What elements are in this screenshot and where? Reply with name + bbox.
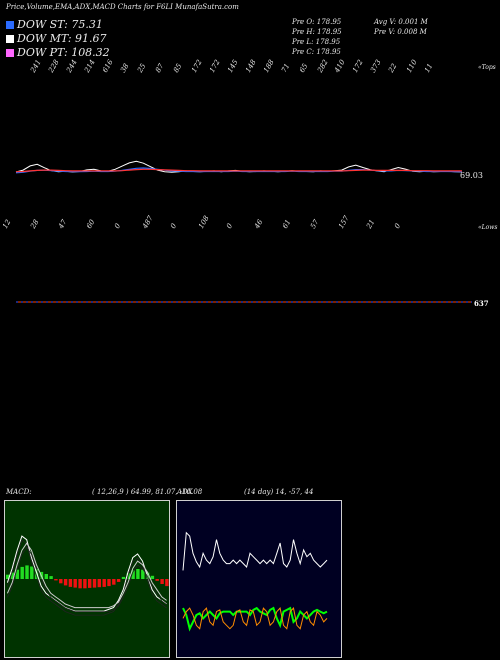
macd-label: MACD: bbox=[6, 488, 32, 496]
macd-bar-17 bbox=[88, 579, 92, 588]
macd-bar-0 bbox=[6, 574, 10, 579]
adx-series-0 bbox=[182, 531, 328, 571]
dow-pt-legend: DOW PT: 108.32 bbox=[6, 46, 110, 59]
prev-volume: Pre V: 0.008 M bbox=[374, 28, 427, 36]
macd-bar-23 bbox=[116, 579, 121, 582]
macd-bar-31 bbox=[155, 579, 159, 581]
macd-bar-20 bbox=[102, 579, 106, 587]
macd-bar-28 bbox=[141, 569, 145, 579]
prev-low: Pre L: 178.95 bbox=[292, 38, 341, 46]
adx-panel bbox=[176, 500, 342, 658]
macd-bar-15 bbox=[78, 579, 82, 589]
prev-open: Pre O: 178.95 bbox=[292, 18, 342, 26]
macd-bar-12 bbox=[63, 579, 68, 586]
tops-edge-label: «Tops bbox=[478, 64, 496, 71]
dow-st-legend: DOW ST: 75.31 bbox=[6, 18, 103, 31]
adx-label: ADX bbox=[177, 488, 193, 496]
chart-title: Price,Volume,EMA,ADX,MACD Charts for F6L… bbox=[6, 3, 239, 11]
macd-bar-24 bbox=[121, 576, 126, 579]
macd-bar-32 bbox=[160, 579, 164, 584]
adx-params: (14 day) 14, -57, 44 bbox=[244, 488, 314, 496]
dow-st-label: DOW ST: 75.31 bbox=[17, 18, 103, 31]
volume-label: 637 bbox=[474, 299, 489, 308]
dow-mt-legend: DOW MT: 91.67 bbox=[6, 32, 107, 45]
macd-bar-16 bbox=[83, 579, 87, 589]
adx-series-1 bbox=[182, 606, 328, 632]
macd-signal_line-shadow bbox=[7, 546, 167, 612]
macd-params: ( 12,26,9 ) 64.99, 81.07, -16.08 bbox=[92, 488, 203, 496]
macd-bar-27 bbox=[136, 569, 140, 579]
macd-macd_line-shadow bbox=[7, 539, 167, 616]
macd-bar-14 bbox=[73, 579, 77, 588]
price-series-2 bbox=[15, 168, 462, 173]
macd-panel bbox=[4, 500, 170, 658]
macd-svg bbox=[6, 535, 169, 616]
price-label: 69.03 bbox=[460, 171, 483, 180]
macd-bar-19 bbox=[97, 579, 101, 588]
adx-svg bbox=[182, 531, 328, 632]
dow-pt-swatch bbox=[6, 49, 14, 57]
dow-mt-label: DOW MT: 91.67 bbox=[17, 32, 107, 45]
macd-bar-3 bbox=[20, 566, 24, 579]
macd-bar-8 bbox=[44, 574, 48, 579]
macd-bar-9 bbox=[49, 576, 53, 579]
macd-bar-30 bbox=[150, 575, 155, 579]
macd-bar-26 bbox=[131, 570, 135, 579]
macd-bar-13 bbox=[68, 579, 73, 587]
macd-bar-21 bbox=[107, 579, 111, 587]
dow-pt-label: DOW PT: 108.32 bbox=[17, 46, 110, 59]
macd-bar-1 bbox=[10, 572, 15, 579]
prev-high: Pre H: 178.95 bbox=[292, 28, 342, 36]
macd-macd_line bbox=[6, 535, 167, 612]
macd-bar-11 bbox=[59, 579, 63, 584]
price-panel bbox=[15, 160, 463, 174]
macd-bar-18 bbox=[92, 579, 97, 588]
avg-volume: Avg V: 0.001 M bbox=[374, 18, 428, 26]
macd-bar-4 bbox=[25, 565, 29, 579]
lows-edge-label: «Lows bbox=[478, 224, 498, 231]
prev-close: Pre C: 178.95 bbox=[292, 48, 341, 56]
dow-st-swatch bbox=[6, 21, 14, 29]
macd-signal_line bbox=[6, 542, 167, 609]
adx-series-2 bbox=[182, 607, 328, 630]
dow-mt-swatch bbox=[6, 35, 14, 43]
macd-bar-5 bbox=[30, 566, 34, 579]
macd-bar-2 bbox=[15, 569, 19, 579]
macd-bar-10 bbox=[54, 579, 58, 581]
macd-bar-22 bbox=[112, 579, 116, 585]
macd-bar-33 bbox=[165, 579, 169, 587]
